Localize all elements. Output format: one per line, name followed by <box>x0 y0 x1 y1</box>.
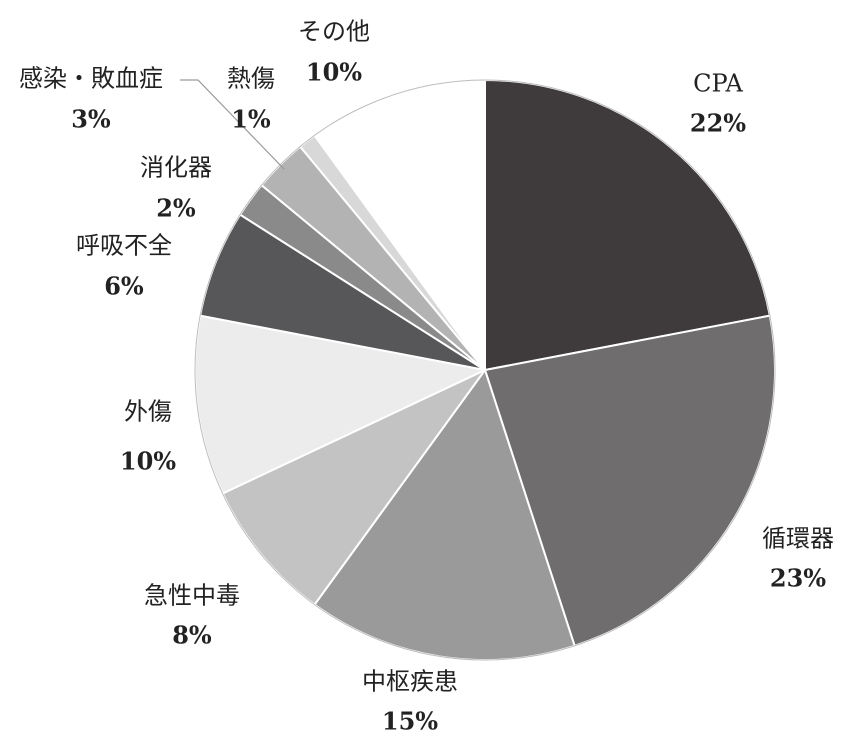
slice-percent: 8% <box>172 621 212 650</box>
pie-slices <box>194 78 776 661</box>
slice-percent: 6% <box>104 272 144 301</box>
slice-label: 外傷 <box>124 398 172 426</box>
slice-label: その他 <box>298 18 370 46</box>
slice-percent: 15% <box>382 707 438 736</box>
slice-label: 急性中毒 <box>144 582 240 610</box>
slice-labels: CPA 22% 循環器 23% 中枢疾患 15% 急性中毒 8% 外傷 10% 呼吸不全 6% 消化器 2… <box>19 18 834 736</box>
slice-label: CPA <box>693 70 743 98</box>
slice-label: 中枢疾患 <box>362 668 458 696</box>
slice-percent: 23% <box>770 564 826 593</box>
slice-percent: 3% <box>71 105 111 134</box>
slice-label: 熱傷 <box>227 65 275 93</box>
pie-outline <box>194 79 776 661</box>
slice-percent: 1% <box>231 105 271 134</box>
slice-label: 循環器 <box>762 525 834 553</box>
slice-label: 感染・敗血症 <box>19 65 163 93</box>
leader-line <box>180 79 285 170</box>
slice-label: 消化器 <box>140 154 212 182</box>
leader-lines <box>180 79 285 170</box>
slice-percent: 10% <box>120 447 176 476</box>
slice-percent: 10% <box>306 58 362 87</box>
slice-percent: 22% <box>690 109 746 138</box>
slice-percent: 2% <box>156 194 196 223</box>
slice-label: 呼吸不全 <box>76 232 172 260</box>
